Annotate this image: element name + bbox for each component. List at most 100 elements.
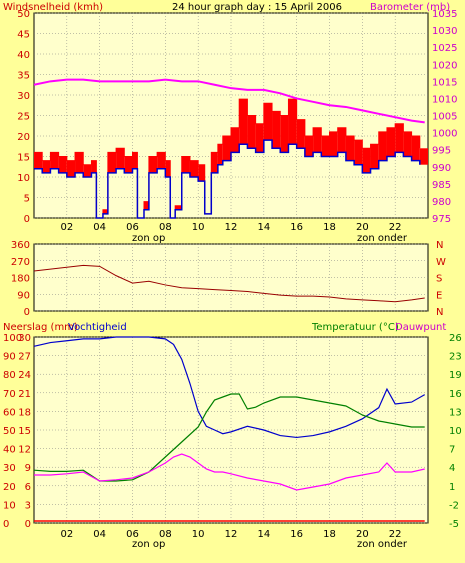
humidity-tick-label: 60 — [3, 407, 16, 418]
wind-speed-tick-label: 30 — [17, 91, 30, 102]
wind-gust-bar — [296, 119, 305, 149]
wind-gust-bar — [337, 127, 346, 153]
barometer-tick-label: 1005 — [432, 112, 457, 123]
hour-tick-label-bottom: 04 — [93, 529, 106, 540]
wind-gust-bar — [34, 152, 43, 169]
wind-gust-bar — [419, 148, 428, 165]
tick-layer: 0202040406060808101012121414161618182020… — [3, 9, 462, 540]
direction-degree-tick-label: 90 — [17, 290, 30, 301]
temperature-tick-label: 7 — [449, 445, 455, 456]
wind-gust-bar — [362, 148, 371, 173]
humidity-tick-label: 80 — [3, 370, 16, 381]
temperature-tick-label: 16 — [449, 389, 462, 400]
wind-gust-bar — [231, 127, 240, 153]
wind-speed-tick-label: 45 — [17, 30, 30, 41]
temperature-tick-label: 4 — [449, 463, 455, 474]
wind-gust-bar — [157, 152, 166, 169]
rain-tick-label: 18 — [18, 407, 31, 418]
barometer-tick-label: 990 — [432, 163, 451, 174]
barometer-tick-label: 975 — [432, 214, 451, 225]
barometer-tick-label: 1030 — [432, 26, 457, 37]
humidity-tick-label: 100 — [3, 333, 22, 344]
temperature-tick-label: 26 — [449, 333, 462, 344]
rain-tick-label: 27 — [18, 352, 31, 363]
wind-gust-bar — [403, 131, 412, 157]
wind-gust-bar — [280, 115, 289, 153]
hour-tick-label-top: 04 — [93, 222, 106, 233]
direction-degree-tick-label: 180 — [11, 274, 30, 285]
wind-gust-bar — [386, 127, 396, 157]
temperature-tick-label: 23 — [449, 352, 462, 363]
temperature-tick-label: -5 — [449, 519, 459, 530]
wind-gust-bar — [411, 136, 420, 161]
hour-tick-label-top: 22 — [389, 222, 402, 233]
wind-gust-bar — [165, 160, 171, 177]
humidity-line — [33, 336, 426, 439]
barometer-tick-label: 1025 — [432, 43, 457, 54]
barometer-tick-label: 995 — [432, 146, 451, 157]
hour-tick-label-top: 06 — [126, 222, 139, 233]
temperature-tick-label: 19 — [449, 370, 462, 381]
temperature-line — [33, 393, 425, 482]
hour-tick-label-top: 20 — [356, 222, 369, 233]
wind-gust-bar — [272, 111, 281, 149]
wind-speed-axis-label: Windsnelheid (kmh) — [3, 2, 103, 13]
wind-gust-bar — [211, 152, 218, 173]
sunrise-marker-label-top: zon op — [132, 233, 165, 244]
wind-gust-bar — [263, 103, 273, 141]
hour-tick-label-bottom: 18 — [323, 529, 336, 540]
wind-speed-tick-label: 25 — [17, 112, 30, 123]
series-layer — [33, 78, 428, 522]
compass-tick-label: N — [436, 307, 443, 318]
wind-gust-bar — [217, 144, 223, 165]
compass-tick-label: W — [436, 257, 446, 268]
hour-tick-label-bottom: 10 — [192, 529, 205, 540]
wind-gust-bar — [66, 160, 76, 177]
wind-gust-bar — [329, 131, 338, 157]
wind-gust-bar — [42, 160, 51, 173]
direction-degree-tick-label: 360 — [11, 240, 30, 251]
rain-tick-label: 12 — [18, 445, 31, 456]
wind-gust-bar — [107, 152, 117, 173]
humidity-tick-label: 30 — [3, 463, 16, 474]
wind-gust-bar — [116, 148, 125, 169]
wind-gust-bar — [255, 123, 264, 153]
rain-tick-label: 15 — [18, 426, 31, 437]
sunset-marker-label-top: zon onder — [357, 233, 408, 244]
wind-gust-bar — [345, 136, 355, 161]
dewpoint-axis-label: Dauwpunt — [395, 322, 446, 333]
hour-tick-label-bottom: 02 — [60, 529, 73, 540]
humidity-tick-label: 50 — [3, 426, 16, 437]
wind-speed-tick-label: 10 — [17, 173, 30, 184]
barometer-axis-label: Barometer (mb) — [370, 2, 450, 13]
compass-tick-label: S — [436, 274, 442, 285]
rain-axis-label: Neerslag (mm) — [3, 322, 78, 333]
hour-tick-label-bottom: 08 — [159, 529, 172, 540]
wind-average-line — [34, 139, 421, 219]
wind-gust-bar — [354, 140, 363, 165]
rain-tick-label: 0 — [25, 519, 31, 530]
hour-tick-label-top: 16 — [290, 222, 303, 233]
wind-gust-bar — [91, 160, 97, 173]
barometer-tick-label: 1010 — [432, 94, 457, 105]
wind-gust-bar — [175, 205, 182, 210]
hour-tick-label-bottom: 16 — [290, 529, 303, 540]
wind-speed-tick-label: 40 — [17, 50, 30, 61]
wind-gust-bar — [148, 156, 158, 173]
wind-speed-tick-label: 20 — [17, 132, 30, 143]
wind-gust-bar — [239, 99, 248, 145]
temperature-tick-label: 13 — [449, 407, 462, 418]
wind-gust-bar — [247, 115, 256, 149]
wind-gust-bar — [132, 152, 138, 169]
barometer-tick-label: 1035 — [432, 9, 457, 20]
wind-gust-bar — [143, 201, 149, 210]
hour-tick-label-bottom: 22 — [389, 529, 402, 540]
wind-gust-bar — [222, 136, 231, 161]
humidity-tick-label: 0 — [3, 519, 9, 530]
chart-title: 24 hour graph day : 15 April 2006 — [172, 2, 342, 13]
wind-gust-bar — [50, 152, 59, 169]
wind-gust-bar — [124, 156, 133, 173]
wind-direction-line — [33, 264, 425, 303]
